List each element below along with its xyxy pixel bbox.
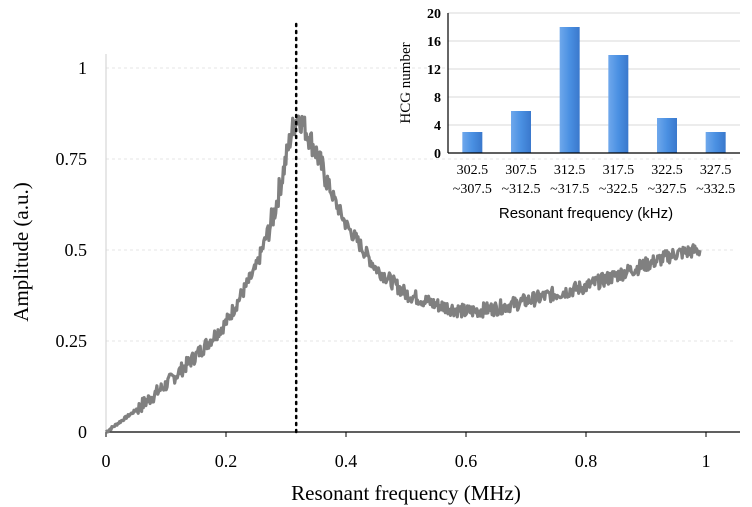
inset-x-tick-label-line1: 327.5 [700,163,732,178]
main-x-tick-label: 0.8 [575,451,598,471]
main-y-tick-label: 0.75 [56,149,88,169]
inset-bar [608,55,629,153]
inset-y-tick-label: 0 [434,147,441,162]
main-y-axis-title: Amplitude (a.u.) [9,182,33,321]
inset-background [448,8,740,156]
main-chart: 0 0.2 0.4 0.6 0.8 1 0 0.25 0.5 0.75 1 Resonant fre… [9,22,740,505]
inset-x-axis-title: Resonant frequency (kHz) [499,205,673,222]
inset-bar [462,132,483,153]
inset-x-tick-label-line1: 317.5 [603,163,635,178]
inset-grid [448,12,740,126]
main-y-tick-label: 0 [78,422,87,442]
inset-bar [511,111,531,153]
inset-x-tick-label-line2: ~327.5 [647,182,686,197]
main-x-axis-title: Resonant frequency (MHz) [291,481,521,505]
main-x-tick-label: 0.4 [335,451,358,471]
inset-x-tick-label-line2: ~322.5 [599,182,638,197]
main-series-line [104,114,702,434]
inset-y-tick-label: 8 [434,91,441,106]
inset-bar [559,27,580,153]
inset-bar-chart: 0 4 8 12 16 20 302.5 ~307.5 307.5 ~312.5 312.5 ~317… [398,7,740,222]
inset-x-tick-label-line1: 322.5 [651,163,683,178]
main-y-tick-label: 0.25 [56,331,88,351]
inset-x-tick-label-line1: 312.5 [554,163,586,178]
main-x-tick-label: 0 [102,451,111,471]
inset-y-tick-label: 16 [427,35,441,50]
inset-y-tick-label: 20 [427,7,441,22]
inset-bars [462,27,726,153]
inset-x-tick-label-line1: 302.5 [457,163,489,178]
main-x-tick-label: 0.2 [215,451,238,471]
main-x-tick-label: 1 [702,451,711,471]
main-x-tick-label: 0.6 [455,451,478,471]
inset-y-axis-title: HCG number [398,42,414,123]
main-axes [105,54,740,433]
main-y-tick-label: 1 [78,58,87,78]
inset-bar [657,118,677,153]
inset-x-tick-label-line2: ~312.5 [501,182,540,197]
main-y-tick-label: 0.5 [65,240,88,260]
inset-x-tick-label-line1: 307.5 [505,163,537,178]
main-series [104,114,702,434]
inset-x-tick-label-line2: ~307.5 [453,182,492,197]
inset-x-tick-label-line2: ~317.5 [550,182,589,197]
main-ticks: 0 0.2 0.4 0.6 0.8 1 0 0.25 0.5 0.75 1 [56,58,711,471]
inset-axes [447,13,740,154]
inset-x-tick-label-line2: ~332.5 [696,182,735,197]
inset-ticks: 0 4 8 12 16 20 302.5 ~307.5 307.5 ~312.5 312.5 ~317… [427,7,735,197]
inset-y-tick-label: 4 [434,119,441,134]
inset-bar [705,132,726,153]
inset-y-tick-label: 12 [427,63,441,78]
